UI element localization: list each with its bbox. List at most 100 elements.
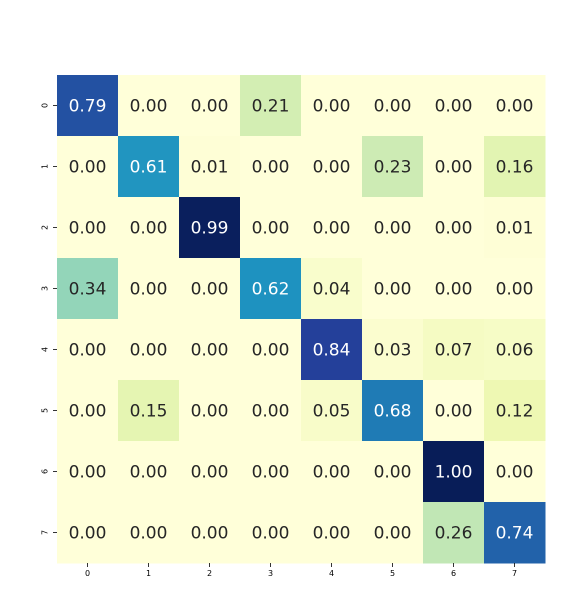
heatmap-cell-7-4 (301, 502, 363, 564)
cell-label-3-0: 0.34 (69, 280, 107, 300)
heatmap-cell-0-0 (57, 75, 119, 137)
heatmap-cell-4-7 (484, 319, 546, 381)
y-tick-label-6: 6 (41, 469, 50, 474)
y-tick-label-5: 5 (41, 408, 50, 413)
heatmap-cell-1-1 (118, 136, 180, 198)
cell-label-1-2: 0.01 (191, 158, 229, 178)
cell-label-3-4: 0.04 (313, 280, 351, 300)
heatmap-cell-0-1 (118, 75, 180, 137)
cell-label-6-3: 0.00 (252, 463, 290, 483)
cell-label-1-7: 0.16 (496, 158, 534, 178)
heatmap-cell-0-3 (240, 75, 302, 137)
cell-label-0-4: 0.00 (313, 97, 351, 117)
heatmap-cell-7-6 (423, 502, 485, 564)
cell-label-4-4: 0.84 (313, 341, 351, 361)
heatmap-cell-5-1 (118, 380, 180, 442)
cell-label-2-0: 0.00 (69, 219, 107, 239)
heatmap-cell-2-4 (301, 197, 363, 259)
heatmap-cell-4-1 (118, 319, 180, 381)
x-tick-label-6: 6 (451, 569, 456, 578)
heatmap-cell-6-5 (362, 441, 424, 503)
cell-label-2-4: 0.00 (313, 219, 351, 239)
heatmap-cell-3-6 (423, 258, 485, 320)
heatmap-cell-1-3 (240, 136, 302, 198)
heatmap-cell-3-7 (484, 258, 546, 320)
cell-label-4-1: 0.00 (130, 341, 168, 361)
y-tick-label-4: 4 (41, 347, 50, 352)
cell-label-7-0: 0.00 (69, 524, 107, 544)
heatmap-cell-5-2 (179, 380, 241, 442)
cell-label-5-4: 0.05 (313, 402, 351, 422)
heatmap-cell-1-2 (179, 136, 241, 198)
heatmap-cell-3-2 (179, 258, 241, 320)
heatmap-cell-0-2 (179, 75, 241, 137)
cell-label-7-1: 0.00 (130, 524, 168, 544)
cell-label-0-1: 0.00 (130, 97, 168, 117)
cell-label-2-2: 0.99 (191, 219, 229, 239)
cell-label-3-2: 0.00 (191, 280, 229, 300)
heatmap-cell-0-6 (423, 75, 485, 137)
heatmap-cell-7-0 (57, 502, 119, 564)
cell-label-7-6: 0.26 (435, 524, 473, 544)
heatmap-cell-6-4 (301, 441, 363, 503)
cell-label-4-0: 0.00 (69, 341, 107, 361)
heatmap-cell-3-0 (57, 258, 119, 320)
cell-label-1-6: 0.00 (435, 158, 473, 178)
cell-label-4-5: 0.03 (374, 341, 412, 361)
heatmap-cell-5-7 (484, 380, 546, 442)
y-axis: 0 1 2 3 4 5 6 7 (41, 103, 57, 535)
heatmap-cell-2-3 (240, 197, 302, 259)
cell-label-5-6: 0.00 (435, 402, 473, 422)
heatmap-cell-4-2 (179, 319, 241, 381)
cell-label-7-4: 0.00 (313, 524, 351, 544)
x-tick-label-7: 7 (512, 569, 517, 578)
cell-label-6-4: 0.00 (313, 463, 351, 483)
cell-label-6-7: 0.00 (496, 463, 534, 483)
cell-label-6-0: 0.00 (69, 463, 107, 483)
heatmap-cell-1-6 (423, 136, 485, 198)
cell-label-3-3: 0.62 (252, 280, 290, 300)
cell-label-0-0: 0.79 (69, 97, 107, 117)
heatmap-cell-3-1 (118, 258, 180, 320)
heatmap-cell-4-6 (423, 319, 485, 381)
heatmap-cell-7-3 (240, 502, 302, 564)
y-tick-label-2: 2 (41, 225, 50, 230)
heatmap-cell-1-5 (362, 136, 424, 198)
cell-label-7-7: 0.74 (496, 524, 534, 544)
y-tick-label-1: 1 (41, 164, 50, 169)
cell-label-5-7: 0.12 (496, 402, 534, 422)
heatmap-cell-6-3 (240, 441, 302, 503)
heatmap-cell-2-0 (57, 197, 119, 259)
cell-label-2-1: 0.00 (130, 219, 168, 239)
heatmap-cell-5-5 (362, 380, 424, 442)
heatmap-cell-2-6 (423, 197, 485, 259)
cell-label-4-6: 0.07 (435, 341, 473, 361)
cell-label-6-6: 1.00 (435, 463, 473, 483)
heatmap-cell-5-4 (301, 380, 363, 442)
cell-label-3-6: 0.00 (435, 280, 473, 300)
heatmap-cell-3-4 (301, 258, 363, 320)
heatmap-cell-7-1 (118, 502, 180, 564)
heatmap-cell-3-3 (240, 258, 302, 320)
x-tick-label-4: 4 (329, 569, 334, 578)
cell-label-4-7: 0.06 (496, 341, 534, 361)
y-tick-label-7: 7 (41, 530, 50, 535)
heatmap-cell-6-0 (57, 441, 119, 503)
cell-label-0-2: 0.00 (191, 97, 229, 117)
heatmap-cell-0-4 (301, 75, 363, 137)
heatmap-cell-6-6 (423, 441, 485, 503)
cell-label-0-7: 0.00 (496, 97, 534, 117)
heatmap-cells (57, 75, 546, 564)
heatmap-cell-1-4 (301, 136, 363, 198)
cell-label-2-6: 0.00 (435, 219, 473, 239)
heatmap-cell-5-3 (240, 380, 302, 442)
heatmap-cell-1-7 (484, 136, 546, 198)
cell-label-3-5: 0.00 (374, 280, 412, 300)
cell-label-0-5: 0.00 (374, 97, 412, 117)
cell-label-1-1: 0.61 (130, 158, 168, 178)
cell-label-2-7: 0.01 (496, 219, 534, 239)
heatmap-cell-4-4 (301, 319, 363, 381)
heatmap-cell-3-5 (362, 258, 424, 320)
cell-annotations: 0.79 0.00 0.00 0.21 0.00 0.00 0.00 0.00 0.00 0.61… (69, 97, 534, 544)
heatmap-cell-6-7 (484, 441, 546, 503)
